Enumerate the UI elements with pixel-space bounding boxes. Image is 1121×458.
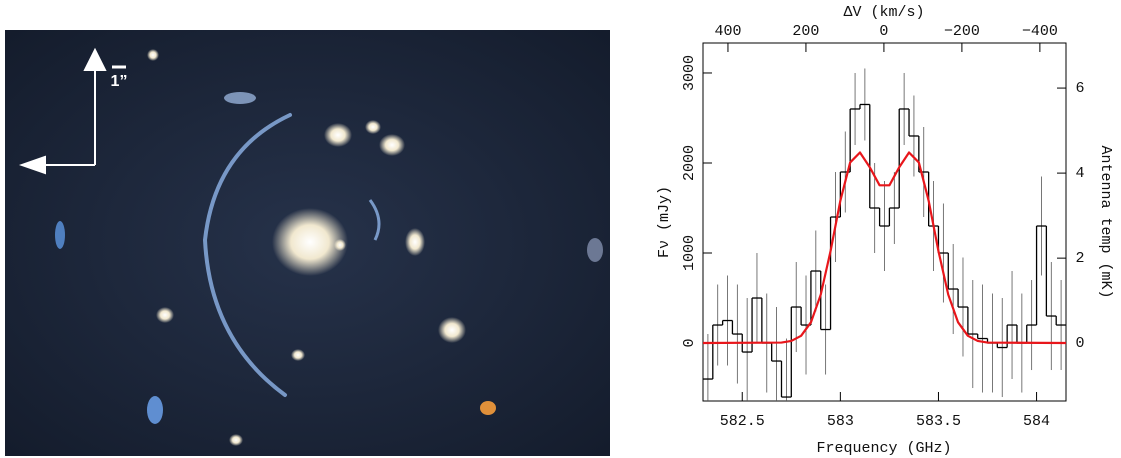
blue-arc bbox=[55, 221, 65, 249]
y-tick-label: 1000 bbox=[681, 235, 698, 271]
galaxy bbox=[291, 349, 305, 361]
x-tick-label: 584 bbox=[1023, 413, 1050, 430]
galaxy bbox=[379, 134, 405, 156]
x-tick-label: 583.5 bbox=[916, 413, 961, 430]
orange-galaxy bbox=[480, 401, 496, 415]
x-tick-label: 582.5 bbox=[720, 413, 765, 430]
galaxy bbox=[229, 434, 243, 446]
galaxy bbox=[334, 239, 346, 251]
y-tick-label: 0 bbox=[681, 339, 698, 348]
y2-tick-label: 0 bbox=[1075, 335, 1084, 352]
y2-tick-label: 4 bbox=[1075, 165, 1084, 182]
galaxy bbox=[587, 238, 603, 262]
figure: 1” Frequency (GHz) ΔV (km/s) Fν (mJy) An… bbox=[0, 0, 1121, 458]
x2-tick-label: −200 bbox=[944, 23, 980, 40]
y-tick-label: 3000 bbox=[681, 55, 698, 91]
x2-tick-label: −400 bbox=[1022, 23, 1058, 40]
y2-tick-label: 6 bbox=[1075, 80, 1084, 97]
x-axis-label: Frequency (GHz) bbox=[816, 440, 951, 457]
galaxy bbox=[365, 120, 381, 134]
scale-label: 1” bbox=[111, 73, 128, 90]
x2-tick-label: 200 bbox=[792, 23, 819, 40]
x2-tick-label: 0 bbox=[879, 23, 888, 40]
y2-axis-label: Antenna temp (mK) bbox=[1097, 145, 1114, 298]
galaxy bbox=[405, 228, 425, 256]
galaxy bbox=[156, 307, 174, 323]
y-axis-label: Fν (mJy) bbox=[656, 186, 673, 258]
galaxy bbox=[147, 49, 159, 61]
page: 1” Frequency (GHz) ΔV (km/s) Fν (mJy) An… bbox=[0, 0, 1121, 458]
y-tick-label: 2000 bbox=[681, 145, 698, 181]
galaxy bbox=[324, 123, 352, 147]
y2-tick-label: 2 bbox=[1075, 250, 1084, 267]
sky-image: 1” bbox=[5, 30, 610, 456]
spectrum-chart: Frequency (GHz) ΔV (km/s) Fν (mJy) Anten… bbox=[656, 4, 1114, 457]
x-tick-label: 583 bbox=[827, 413, 854, 430]
galaxy bbox=[224, 92, 256, 104]
blue-arc bbox=[147, 396, 163, 424]
x2-axis-label: ΔV (km/s) bbox=[843, 4, 924, 21]
galaxy bbox=[438, 317, 466, 343]
x2-tick-label: 400 bbox=[714, 23, 741, 40]
